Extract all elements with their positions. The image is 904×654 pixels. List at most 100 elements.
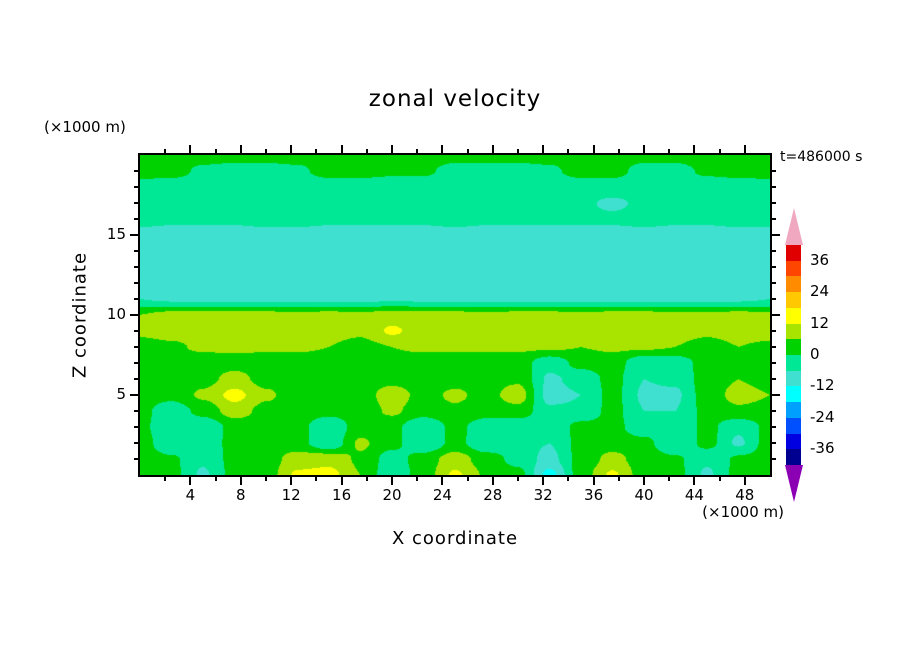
x-major-tick xyxy=(340,145,343,153)
colorbar-segment xyxy=(786,386,801,402)
x-major-tick xyxy=(693,145,696,153)
z-minor-tick xyxy=(134,266,138,268)
x-minor-tick xyxy=(365,477,368,481)
z-minor-tick xyxy=(134,442,138,444)
x-minor-tick xyxy=(315,149,318,153)
x-minor-tick xyxy=(567,149,570,153)
z-minor-tick xyxy=(134,202,138,204)
x-major-tick xyxy=(290,477,293,485)
x-tick-label: 40 xyxy=(634,486,654,504)
x-tick-label: 20 xyxy=(382,486,402,504)
colorbar-label: 0 xyxy=(810,345,820,363)
x-minor-tick xyxy=(214,149,217,153)
contour-field-canvas xyxy=(140,155,770,475)
x-minor-tick xyxy=(617,149,620,153)
z-minor-tick xyxy=(772,362,776,364)
x-tick-label: 12 xyxy=(281,486,301,504)
x-minor-tick xyxy=(164,477,167,481)
colorbar-segment xyxy=(786,371,801,386)
z-minor-tick xyxy=(134,426,138,428)
x-minor-tick xyxy=(718,149,721,153)
z-minor-tick xyxy=(772,170,776,172)
colorbar-segment xyxy=(786,261,801,276)
colorbar-arrow-up-icon xyxy=(785,208,803,245)
x-minor-tick xyxy=(668,149,671,153)
x-tick-label: 16 xyxy=(332,486,352,504)
x-major-tick xyxy=(743,477,746,485)
colorbar-segment xyxy=(786,292,801,308)
x-tick-label: 48 xyxy=(735,486,755,504)
z-tick-label: 15 xyxy=(106,225,126,243)
x-minor-tick xyxy=(718,477,721,481)
colorbar-segment xyxy=(786,276,801,292)
x-minor-tick xyxy=(214,477,217,481)
plot-title: zonal velocity xyxy=(368,86,542,112)
z-minor-tick xyxy=(772,442,776,444)
colorbar-segment xyxy=(786,449,801,465)
z-major-tick xyxy=(130,394,138,396)
x-major-tick xyxy=(340,477,343,485)
colorbar-label: -12 xyxy=(810,376,835,395)
z-minor-tick xyxy=(772,458,776,460)
x-major-tick xyxy=(290,145,293,153)
x-minor-tick xyxy=(365,149,368,153)
x-tick-label: 36 xyxy=(584,486,604,504)
z-minor-tick xyxy=(134,186,138,188)
x-minor-tick xyxy=(164,149,167,153)
z-minor-tick xyxy=(134,330,138,332)
z-minor-tick xyxy=(134,346,138,348)
z-minor-tick xyxy=(772,410,776,412)
colorbar-label: -24 xyxy=(810,407,835,426)
x-axis-title: X coordinate xyxy=(391,528,519,549)
x-major-tick xyxy=(643,145,645,153)
x-tick-label: 44 xyxy=(684,486,704,504)
z-major-tick xyxy=(772,234,780,236)
x-major-tick xyxy=(441,477,444,485)
x-minor-tick xyxy=(567,477,570,481)
x-minor-tick xyxy=(416,149,419,153)
z-major-tick xyxy=(772,314,780,316)
x-major-tick xyxy=(542,477,545,485)
time-annotation: t=486000 s xyxy=(780,149,863,165)
x-major-tick xyxy=(693,477,696,485)
x-minor-tick xyxy=(416,477,419,481)
x-tick-label: 32 xyxy=(533,486,553,504)
x-major-tick xyxy=(239,477,242,485)
z-minor-tick xyxy=(134,282,138,284)
z-minor-tick xyxy=(134,410,138,412)
x-minor-tick xyxy=(517,149,519,153)
colorbar-segment xyxy=(786,245,801,261)
colorbar-arrow-down-icon xyxy=(785,465,803,502)
z-minor-tick xyxy=(772,186,776,188)
x-major-tick xyxy=(491,145,494,153)
z-minor-tick xyxy=(772,250,776,252)
x-tick-label: 4 xyxy=(185,486,196,504)
x-axis-units-label: (×1000 m) xyxy=(702,503,784,521)
x-minor-tick xyxy=(315,477,318,481)
z-minor-tick xyxy=(134,170,138,172)
x-major-tick xyxy=(743,145,746,153)
z-minor-tick xyxy=(772,218,776,220)
colorbar-segment xyxy=(786,308,801,324)
x-minor-tick xyxy=(517,477,519,481)
colorbar-segment xyxy=(786,402,801,418)
z-major-tick xyxy=(130,314,138,316)
z-major-tick xyxy=(772,394,780,396)
colorbar-segment xyxy=(786,324,801,339)
z-minor-tick xyxy=(772,266,776,268)
z-minor-tick xyxy=(134,250,138,252)
z-minor-tick xyxy=(772,282,776,284)
x-minor-tick xyxy=(668,477,671,481)
x-tick-label: 24 xyxy=(432,486,452,504)
z-minor-tick xyxy=(772,330,776,332)
z-minor-tick xyxy=(134,458,138,460)
x-major-tick xyxy=(391,477,393,485)
x-tick-label: 28 xyxy=(483,486,503,504)
colorbar-segment xyxy=(786,418,801,434)
x-major-tick xyxy=(592,477,595,485)
z-minor-tick xyxy=(772,426,776,428)
z-minor-tick xyxy=(134,362,138,364)
x-minor-tick xyxy=(265,149,267,153)
x-tick-label: 8 xyxy=(236,486,246,504)
